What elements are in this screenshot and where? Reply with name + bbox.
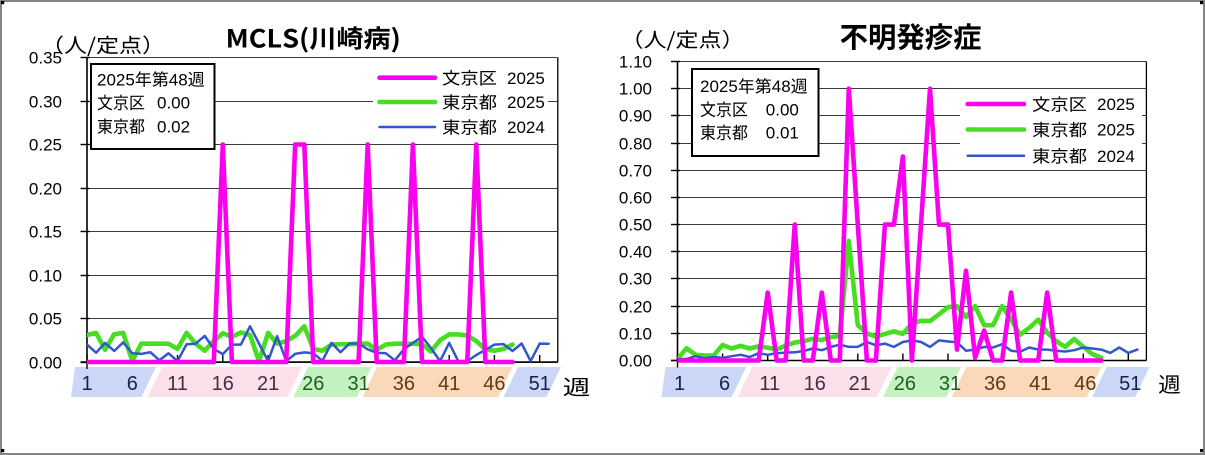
svg-text:31: 31 <box>939 373 961 395</box>
svg-text:0.05: 0.05 <box>29 310 62 329</box>
svg-text:0.70: 0.70 <box>619 162 652 181</box>
svg-text:48: 48 <box>169 70 188 89</box>
svg-text:0.40: 0.40 <box>619 243 652 262</box>
svg-text:0.50: 0.50 <box>619 216 652 235</box>
svg-text:2025: 2025 <box>1097 95 1135 114</box>
svg-text:36: 36 <box>393 373 415 395</box>
svg-text:0.10: 0.10 <box>29 267 62 286</box>
svg-text:0.00: 0.00 <box>29 354 62 373</box>
svg-text:0.00: 0.00 <box>157 94 190 113</box>
svg-text:0.01: 0.01 <box>766 124 799 143</box>
svg-text:0.00: 0.00 <box>619 352 652 371</box>
svg-text:48: 48 <box>772 77 791 96</box>
svg-text:26: 26 <box>894 373 916 395</box>
svg-text:0.10: 0.10 <box>619 325 652 344</box>
svg-text:31: 31 <box>347 373 369 395</box>
svg-text:51: 51 <box>1119 373 1141 395</box>
svg-text:1.00: 1.00 <box>619 80 652 99</box>
svg-text:1: 1 <box>81 373 92 395</box>
svg-text:21: 21 <box>849 373 871 395</box>
svg-text:2025: 2025 <box>700 77 738 96</box>
svg-text:1: 1 <box>674 373 685 395</box>
svg-text:41: 41 <box>1029 373 1051 395</box>
svg-text:0.30: 0.30 <box>29 93 62 112</box>
svg-text:11: 11 <box>759 373 780 395</box>
svg-text:0.00: 0.00 <box>766 101 799 120</box>
svg-text:0.60: 0.60 <box>619 189 652 208</box>
svg-text:11: 11 <box>167 373 188 395</box>
svg-text:2024: 2024 <box>1097 147 1135 166</box>
svg-text:51: 51 <box>529 373 551 395</box>
svg-text:2024: 2024 <box>507 118 545 137</box>
svg-text:0.25: 0.25 <box>29 136 62 155</box>
svg-text:41: 41 <box>438 373 460 395</box>
svg-text:46: 46 <box>483 373 505 395</box>
svg-text:6: 6 <box>719 373 730 395</box>
svg-text:0.02: 0.02 <box>157 118 190 137</box>
svg-text:1.10: 1.10 <box>619 53 652 72</box>
svg-text:16: 16 <box>804 373 826 395</box>
svg-text:6: 6 <box>127 373 138 395</box>
svg-text:0.15: 0.15 <box>29 223 62 242</box>
svg-text:2025: 2025 <box>507 93 545 112</box>
svg-text:21: 21 <box>257 373 279 395</box>
svg-text:2025: 2025 <box>97 70 135 89</box>
svg-text:46: 46 <box>1074 373 1096 395</box>
svg-text:0.35: 0.35 <box>29 49 62 68</box>
svg-text:16: 16 <box>212 373 234 395</box>
svg-text:2025: 2025 <box>1097 121 1135 140</box>
svg-text:0.20: 0.20 <box>619 298 652 317</box>
svg-text:0.90: 0.90 <box>619 107 652 126</box>
svg-text:0.20: 0.20 <box>29 180 62 199</box>
svg-text:26: 26 <box>302 373 324 395</box>
svg-text:0.30: 0.30 <box>619 270 652 289</box>
svg-text:2025: 2025 <box>507 69 545 88</box>
svg-text:36: 36 <box>984 373 1006 395</box>
svg-text:0.80: 0.80 <box>619 135 652 154</box>
